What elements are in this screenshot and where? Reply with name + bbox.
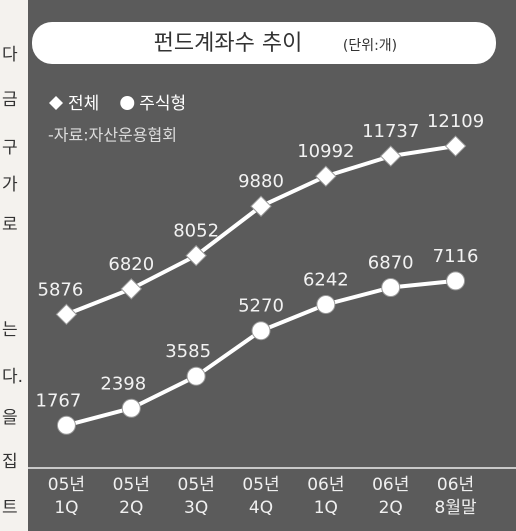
value-label: 7116 — [433, 246, 479, 267]
value-label: 11737 — [362, 121, 419, 142]
value-label: 3585 — [165, 341, 211, 362]
value-label: 8052 — [173, 221, 219, 242]
margin-text: 다 — [2, 45, 18, 65]
point — [315, 165, 337, 187]
x-tick-label: 05년 1Q — [47, 475, 86, 518]
value-label: 9880 — [238, 171, 284, 192]
point — [381, 278, 401, 298]
point — [380, 145, 402, 167]
legend-label: 주식형 — [139, 94, 186, 114]
margin-text: 다. — [2, 367, 23, 387]
x-tick-label: 06년 8월말 — [434, 475, 477, 518]
value-label: 6242 — [303, 269, 349, 290]
chart-subtitle: (단위:개) — [343, 38, 397, 54]
value-label: 6820 — [108, 254, 154, 275]
point — [316, 294, 336, 314]
legend-label: 전체 — [68, 94, 99, 114]
x-tick-label: 06년 1Q — [307, 475, 345, 518]
margin-text: 트 — [2, 498, 18, 518]
value-label: 1767 — [36, 390, 82, 411]
point — [120, 278, 142, 300]
point — [250, 195, 272, 217]
margin-text: 집 — [2, 452, 18, 472]
margin-text: 는 — [2, 320, 18, 340]
value-label: 10992 — [297, 141, 354, 162]
title-box — [32, 22, 496, 64]
value-label: 5270 — [238, 296, 284, 317]
value-label: 5876 — [38, 279, 84, 300]
legend-marker — [120, 96, 135, 110]
point — [444, 135, 467, 157]
point — [185, 244, 207, 267]
margin-text: 구 — [2, 138, 18, 158]
x-tick-label: 05년 3Q — [177, 475, 215, 518]
point — [446, 271, 466, 291]
point — [251, 321, 271, 341]
point — [55, 303, 78, 326]
margin-text: 가 — [2, 175, 18, 195]
point — [56, 415, 76, 435]
point — [186, 366, 206, 386]
chart-title: 펀드계좌수 추이 — [154, 31, 303, 56]
x-tick-label: 06년 2Q — [372, 475, 410, 518]
value-label: 2398 — [100, 373, 146, 394]
x-tick-label: 05년 4Q — [242, 475, 280, 518]
legend-marker — [49, 96, 63, 110]
x-tick-label: 05년 2Q — [112, 475, 150, 518]
value-label: 12109 — [427, 111, 484, 132]
margin-text: 로 — [2, 215, 18, 235]
chart-background — [28, 0, 516, 531]
point — [121, 398, 141, 418]
source: -자료:자산운용협회 — [48, 126, 177, 145]
value-label: 6870 — [368, 253, 414, 274]
margin-text: 금 — [2, 90, 18, 110]
margin-text: 을 — [2, 408, 18, 428]
